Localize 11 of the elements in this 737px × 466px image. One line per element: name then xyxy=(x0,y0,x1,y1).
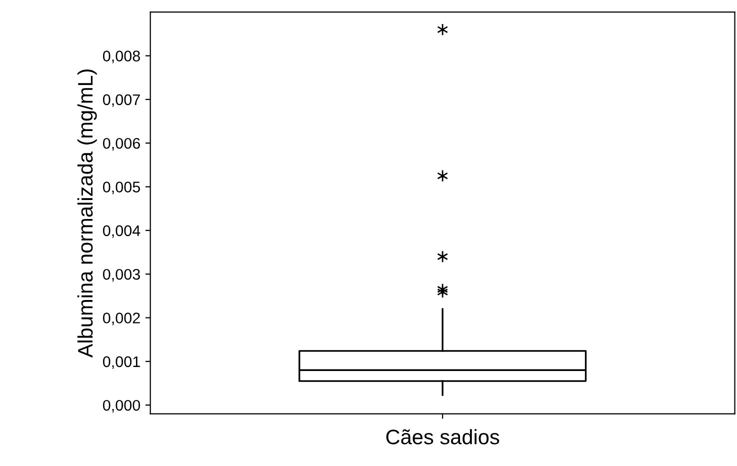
x-axis-title: Cães sadios xyxy=(386,429,500,444)
y-tick-label: 0,001 xyxy=(102,356,140,369)
y-tick-label: 0,008 xyxy=(102,50,140,64)
y-tick-label: 0,000 xyxy=(102,400,140,413)
y-tick-label: 0,005 xyxy=(102,182,140,194)
y-axis-title: Albumina normalizada (mg/mL) xyxy=(77,70,97,358)
y-tick-label: 0,007 xyxy=(102,94,140,107)
y-tick-label: 0,003 xyxy=(102,268,140,282)
y-tick-label: 0,002 xyxy=(102,312,140,326)
y-tick-label: 0,006 xyxy=(102,138,140,151)
y-tick-label: 0,004 xyxy=(102,225,140,238)
